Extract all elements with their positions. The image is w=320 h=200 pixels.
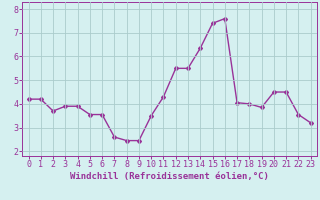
X-axis label: Windchill (Refroidissement éolien,°C): Windchill (Refroidissement éolien,°C) [70,172,269,181]
